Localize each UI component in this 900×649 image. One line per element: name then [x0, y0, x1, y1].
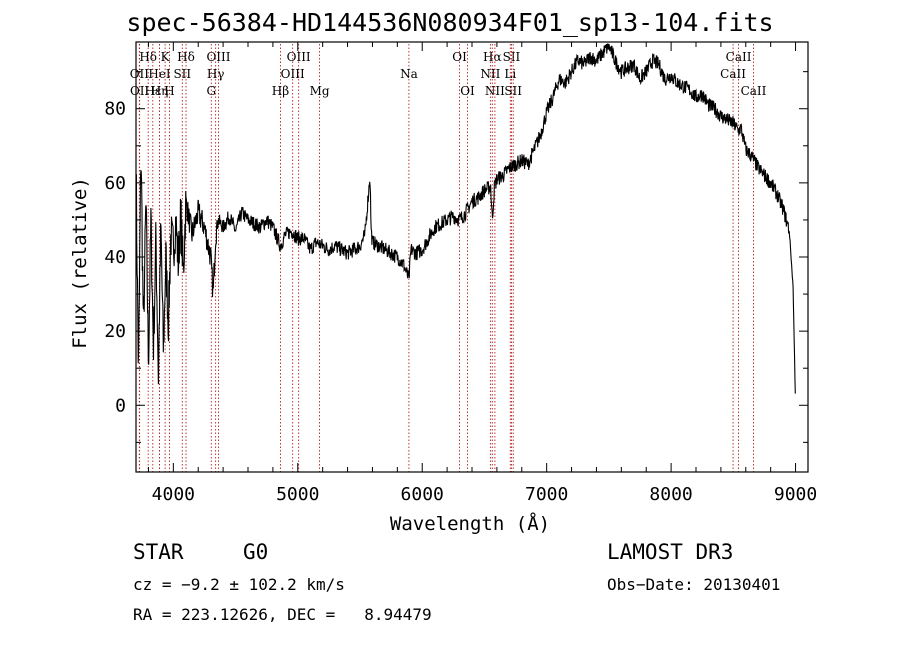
- coordinates: RA = 223.12626, DEC = 8.94479: [133, 605, 432, 624]
- marker-label: SII: [173, 67, 191, 81]
- marker-label: CaII: [726, 50, 752, 64]
- marker-label: Hδ: [139, 50, 157, 64]
- x-tick-label: 9000: [774, 484, 817, 505]
- marker-label: Na: [400, 67, 418, 81]
- marker-label: G: [206, 84, 216, 98]
- marker-label: OII: [130, 67, 150, 81]
- y-tick-label: 80: [104, 99, 126, 120]
- marker-label: OIII: [287, 50, 311, 64]
- marker-label: CaII: [741, 84, 767, 98]
- observation-date: Obs−Date: 20130401: [607, 575, 781, 594]
- chart-title: spec-56384-HD144536N080934F01_sp13-104.f…: [126, 8, 774, 37]
- axes: [135, 41, 809, 473]
- marker-label: OIII: [206, 50, 230, 64]
- marker-label: Li: [504, 67, 516, 81]
- marker-label: Hα: [483, 50, 502, 64]
- marker-label: K: [161, 50, 171, 64]
- marker-label: Mg: [310, 84, 330, 98]
- spectrum-line: [135, 43, 796, 394]
- marker-label: HeI: [148, 67, 171, 81]
- x-tick-label: 7000: [525, 484, 568, 505]
- marker-label: OIII: [281, 67, 305, 81]
- object-class: STAR: [133, 540, 184, 564]
- x-tick-label: 4000: [152, 484, 195, 505]
- redshift-velocity: cz = −9.2 ± 102.2 km/s: [133, 575, 345, 594]
- y-tick-label: 0: [115, 395, 126, 416]
- marker-label: CaII: [720, 67, 746, 81]
- marker-label: OII: [130, 84, 150, 98]
- marker-label: SII: [504, 84, 522, 98]
- marker-label: NII: [480, 67, 500, 81]
- marker-label: SII: [503, 50, 521, 64]
- marker-label: OI: [460, 84, 475, 98]
- y-tick-label: 20: [104, 321, 126, 342]
- x-tick-label: 5000: [276, 484, 319, 505]
- marker-label: Hγ: [207, 67, 225, 81]
- x-tick-label: 6000: [401, 484, 444, 505]
- y-tick-label: 60: [104, 173, 126, 194]
- plot-frame: [135, 41, 809, 473]
- marker-label: Hε: [144, 84, 161, 98]
- subclass: G0: [243, 540, 269, 564]
- survey-name: LAMOST DR3: [607, 540, 734, 564]
- x-tick-label: 8000: [649, 484, 692, 505]
- marker-label: Hβ: [272, 84, 289, 98]
- ticks: 4000 5000 6000 7000 8000 9000 0 20 40 60 80: [104, 42, 817, 505]
- y-axis-label: Flux (relative): [69, 177, 91, 349]
- marker-label: Hδ: [177, 50, 195, 64]
- marker-label: NII: [485, 84, 505, 98]
- x-axis-label: Wavelength (Å): [390, 512, 550, 535]
- marker-label: OI: [452, 50, 467, 64]
- marker-label: Hη: [151, 84, 169, 98]
- y-tick-label: 40: [104, 247, 126, 268]
- marker-label: H: [164, 84, 174, 98]
